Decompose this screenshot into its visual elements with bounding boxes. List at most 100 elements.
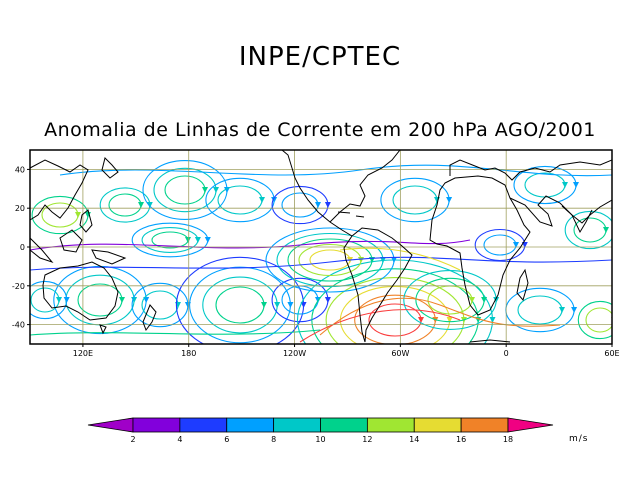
new-zealand-coastline	[142, 304, 157, 332]
tasmania-coastline	[99, 324, 107, 335]
streamline	[299, 309, 461, 343]
sumatra-coastline	[30, 237, 54, 264]
india-coastline	[561, 205, 593, 234]
streamline-arrow	[146, 202, 153, 208]
lat-lon-grid	[30, 150, 612, 344]
streamline-arrow	[446, 197, 453, 203]
colorbar-segment	[413, 417, 462, 433]
colorbar-label: 18	[503, 435, 513, 444]
colorbar-label: 6	[224, 435, 229, 444]
streamline-arrow	[559, 307, 565, 313]
organization-title: INPE/CPTEC	[238, 42, 402, 72]
colorbar-segment	[226, 417, 275, 433]
lon-tick-label: 60E	[604, 349, 619, 358]
colorbar-label: 12	[362, 435, 372, 444]
colorbar-segment	[460, 417, 509, 433]
streamline-arrow	[573, 182, 579, 188]
streamline	[319, 297, 561, 336]
europe-coastline	[449, 159, 612, 181]
streamline-arrow	[271, 197, 278, 203]
streamline-arrow	[300, 302, 307, 308]
axis-labels: 40 20 0 -20 -40 120E 180 120W 60W 0 60E	[12, 165, 620, 358]
colorbar-min-arrow	[87, 417, 134, 433]
colorbar-segment	[132, 417, 181, 433]
lon-tick-label: 120W	[283, 349, 306, 358]
streamline-arrow	[513, 242, 519, 248]
lat-tick-label: 0	[20, 243, 25, 252]
map-title: Anomalia de Linhas de Corrente em 200 hP…	[44, 119, 596, 141]
lon-tick-label: 0	[504, 349, 509, 358]
japan-coastline	[101, 157, 119, 179]
streamline-arrow	[143, 297, 150, 303]
streamline-arrow	[75, 212, 81, 218]
lat-tick-label: -20	[12, 282, 25, 291]
streamline	[585, 307, 612, 333]
streamline-arrow	[194, 237, 201, 243]
colorbar-segment	[179, 417, 228, 433]
streamline-arrow	[261, 302, 267, 308]
colorbar-label: 16	[456, 435, 466, 444]
colorbar-label: 4	[177, 435, 182, 444]
antarctic-coastline	[469, 339, 511, 343]
streamline-arrow	[315, 202, 321, 208]
lat-tick-label: 20	[15, 204, 25, 213]
streamline-arrow	[131, 297, 138, 303]
streamline-arrow	[63, 297, 70, 303]
streamline-arrow	[603, 227, 609, 233]
lon-tick-label: 180	[181, 349, 196, 358]
central-america-coastline	[291, 167, 353, 237]
streamline-arrow	[138, 202, 144, 208]
streamline	[564, 210, 612, 250]
east-asia-coastline	[30, 159, 89, 221]
streamline-arrow	[562, 182, 568, 188]
streamline-arrow	[571, 307, 578, 313]
streamline-arrow	[274, 302, 281, 308]
streamline-arrow	[619, 317, 625, 323]
streamline	[59, 164, 612, 177]
colorbar-max-arrow	[507, 417, 554, 433]
colorbar-segment	[320, 417, 368, 433]
lat-tick-label: 40	[15, 165, 25, 174]
caribbean-coastline	[337, 211, 365, 218]
streamline-arrow	[380, 257, 386, 263]
streamline-arrow	[204, 237, 211, 243]
streamline	[30, 329, 321, 336]
colorbar-label: 2	[130, 435, 135, 444]
streamline	[30, 239, 471, 251]
streamline-arrow	[481, 297, 488, 303]
colorbar-label: 10	[315, 435, 325, 444]
streamline-arrow	[324, 202, 331, 208]
streamline-arrow	[493, 297, 500, 303]
colorbar-segment	[273, 417, 321, 433]
colorbar-units: m/s	[569, 434, 589, 444]
colorbar: 2 4 6 8 10 12 14 16 18	[87, 417, 554, 444]
colorbar-label: 14	[409, 435, 419, 444]
streamline-arrow	[391, 257, 397, 263]
north-america-coastline	[281, 150, 401, 223]
streamline-arrow	[324, 297, 331, 303]
streamline-arrow	[119, 297, 125, 303]
colorbar-segment	[366, 417, 415, 433]
streamline-arrow	[185, 237, 191, 243]
south-america-coastline	[343, 227, 413, 343]
streamline-arrow	[469, 297, 475, 303]
streamline-arrow	[213, 187, 219, 193]
new-guinea-coastline	[91, 249, 127, 265]
borneo-coastline	[59, 229, 83, 253]
africa-coastline	[429, 175, 531, 316]
lon-tick-label: 120E	[73, 349, 93, 358]
streamline-arrow	[489, 317, 496, 323]
streamline-arrow	[446, 317, 453, 323]
streamline	[577, 300, 612, 340]
streamline	[30, 256, 612, 271]
streamline-arrow	[56, 297, 62, 303]
streamline-arrow	[202, 187, 208, 193]
australia-coastline	[42, 261, 119, 321]
streamline-arrow	[259, 197, 265, 203]
philippines-coastline	[79, 209, 93, 233]
streamline-arrow	[418, 317, 424, 323]
lon-tick-label: 60W	[391, 349, 409, 358]
streamline-arrow	[287, 302, 294, 308]
colorbar-label: 8	[271, 435, 276, 444]
